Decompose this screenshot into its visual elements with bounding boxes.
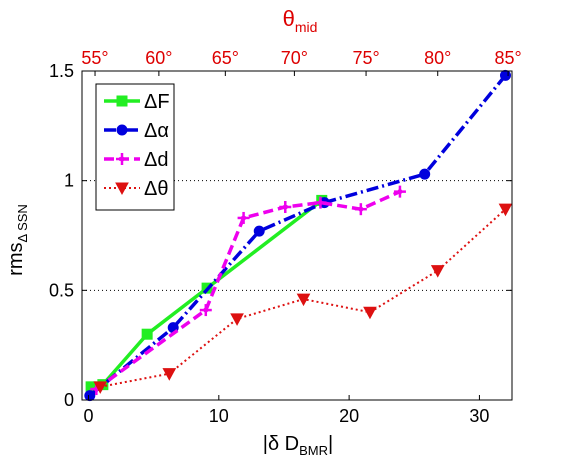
data-point-dot bbox=[282, 204, 288, 210]
legend-marker bbox=[116, 124, 128, 136]
top-axis-title: θmid bbox=[283, 6, 318, 35]
axes-frame bbox=[81, 70, 513, 401]
top-tick-label: 80° bbox=[424, 48, 451, 68]
x-tick-label: 10 bbox=[209, 406, 229, 426]
top-axis-title-subscript: mid bbox=[295, 19, 318, 35]
data-point-dot bbox=[203, 307, 209, 313]
data-point bbox=[162, 368, 177, 381]
data-point bbox=[430, 265, 445, 278]
data-point bbox=[237, 211, 250, 224]
data-point bbox=[419, 168, 431, 180]
axes-box bbox=[81, 70, 513, 401]
legend-entry: ΔF bbox=[104, 91, 170, 113]
data-point-dot bbox=[317, 200, 323, 206]
data-point bbox=[296, 293, 311, 307]
y-tick-label: 0 bbox=[64, 390, 74, 410]
data-point bbox=[230, 313, 244, 326]
y-axis-title: rmsΔ SSN bbox=[5, 204, 30, 276]
data-point bbox=[498, 203, 513, 217]
legend-label: ΔF bbox=[144, 91, 170, 113]
top-tick-label: 65° bbox=[212, 48, 239, 68]
top-tick-label: 55° bbox=[81, 48, 108, 68]
legend-marker bbox=[116, 95, 128, 107]
data-point-dot bbox=[358, 206, 364, 212]
series-2 bbox=[90, 185, 406, 396]
legend-label: Δθ bbox=[144, 178, 168, 200]
legend-entry: Δα bbox=[104, 120, 169, 142]
data-point bbox=[93, 381, 108, 394]
x-axis-title-subscript: BMR bbox=[299, 443, 328, 458]
data-point bbox=[393, 185, 406, 198]
data-point bbox=[354, 203, 367, 216]
x-tick-label: 30 bbox=[469, 406, 489, 426]
top-tick-label: 85° bbox=[494, 48, 521, 68]
data-point-dot bbox=[241, 215, 247, 221]
y-tick-label: 0.5 bbox=[49, 280, 74, 300]
series-line bbox=[88, 74, 507, 397]
top-tick-label: 75° bbox=[352, 48, 379, 68]
y-tick-label: 1.5 bbox=[49, 61, 74, 81]
data-point bbox=[253, 225, 265, 237]
ticks: 0 10 20 30 0 0.5 1 1.5 55° 60° 65° 70° 75° 80° 85° bbox=[49, 48, 522, 426]
data-point bbox=[314, 196, 327, 209]
legend-entry: Δθ bbox=[104, 178, 168, 200]
data-point bbox=[499, 69, 511, 81]
legend-entry: Δd bbox=[104, 149, 168, 171]
data-point-dot bbox=[397, 189, 403, 195]
series-3 bbox=[93, 203, 513, 394]
x-tick-label: 20 bbox=[339, 406, 359, 426]
legend-label: Δd bbox=[144, 149, 168, 171]
y-axis-title-subscript: Δ SSN bbox=[15, 204, 30, 242]
data-point bbox=[363, 306, 377, 320]
data-point bbox=[199, 304, 212, 317]
x-axis-title-end: | bbox=[328, 433, 333, 455]
y-tick-label: 1 bbox=[64, 171, 74, 191]
legend-marker-dot bbox=[119, 156, 125, 162]
series-layer bbox=[84, 69, 513, 402]
top-tick-label: 70° bbox=[281, 48, 308, 68]
legend-marker bbox=[115, 182, 129, 196]
legend: ΔF Δα Δd Δθ bbox=[95, 83, 175, 211]
legend-marker bbox=[116, 153, 128, 165]
top-tick-label: 60° bbox=[145, 48, 172, 68]
legend-label: Δα bbox=[144, 120, 169, 142]
data-point bbox=[141, 328, 153, 340]
x-axis-title: |δ DBMR| bbox=[263, 433, 333, 458]
data-point bbox=[279, 200, 292, 213]
data-point bbox=[84, 390, 96, 402]
x-tick-label: 0 bbox=[84, 406, 94, 426]
